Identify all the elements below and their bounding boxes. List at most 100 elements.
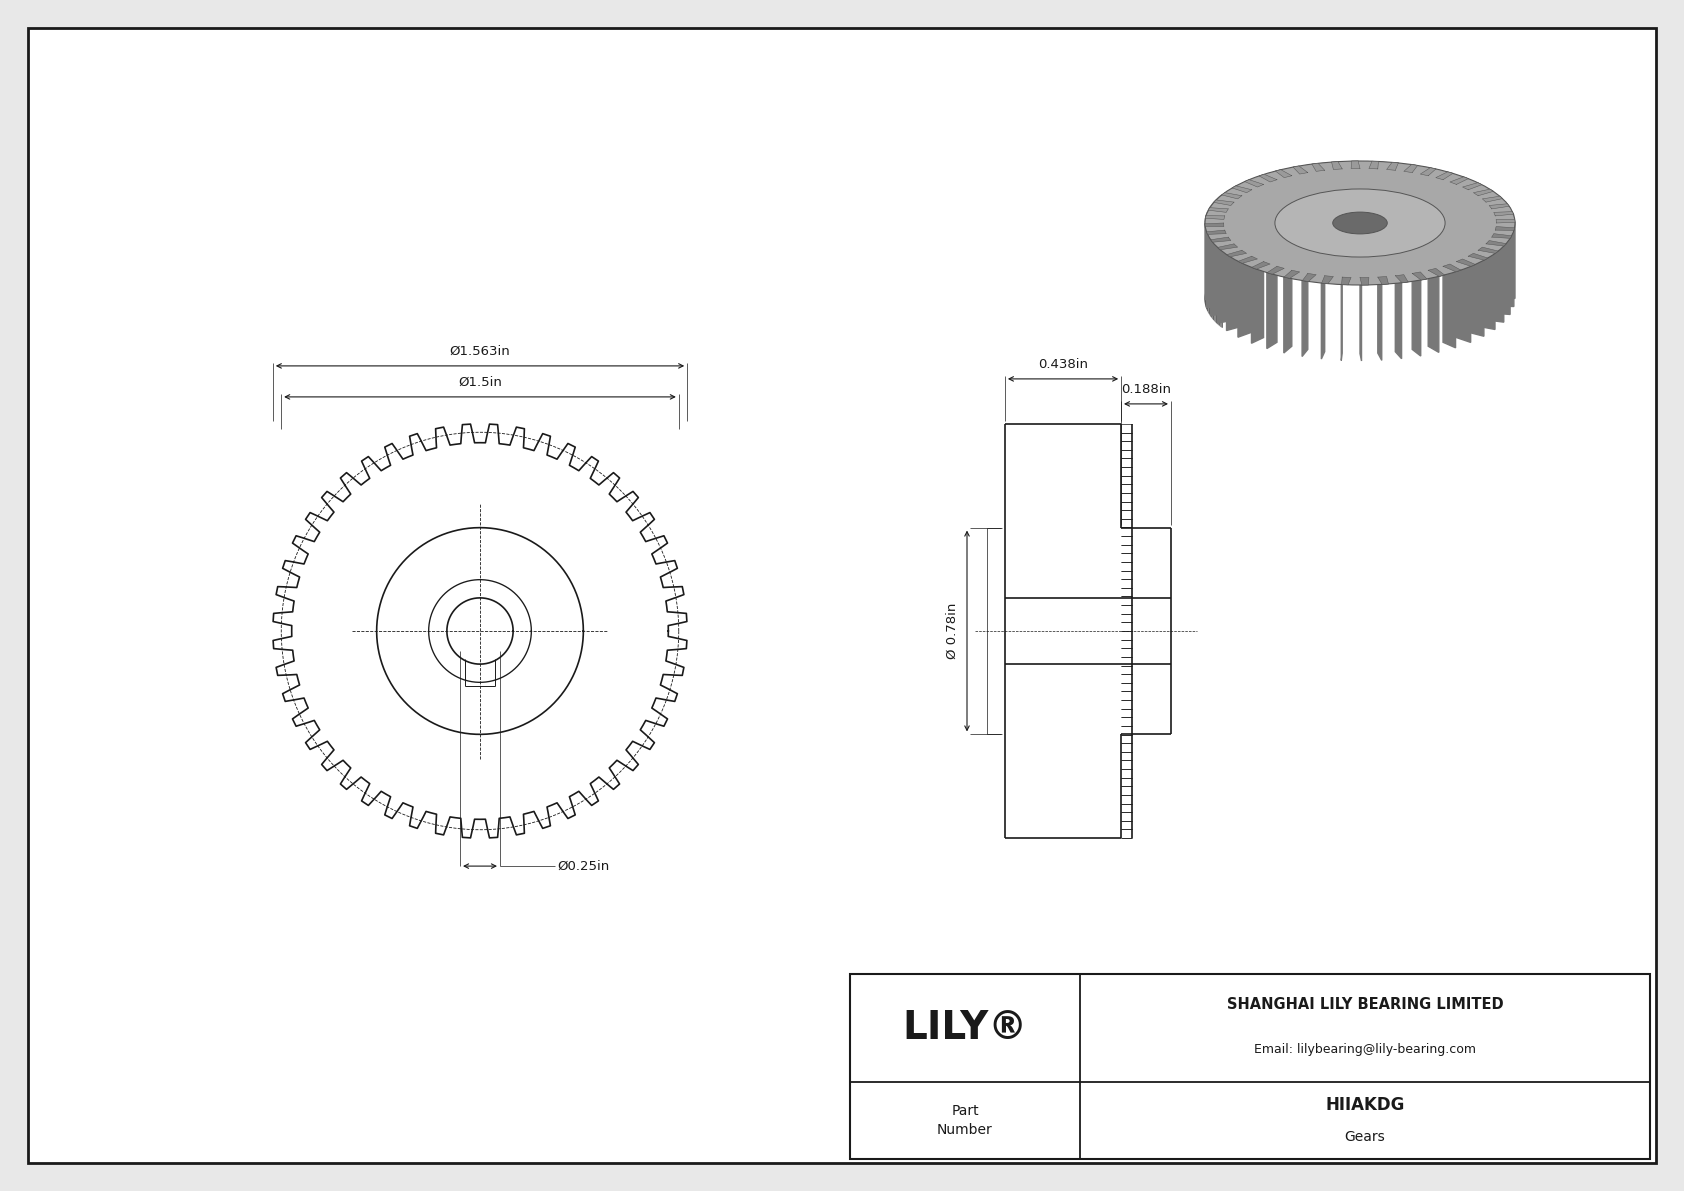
Polygon shape [1244,180,1263,187]
Polygon shape [1332,162,1342,169]
Polygon shape [1283,270,1300,279]
Polygon shape [1443,264,1462,272]
Polygon shape [1266,267,1276,349]
Polygon shape [1238,256,1258,263]
Polygon shape [1474,189,1494,195]
Polygon shape [1322,275,1325,358]
Polygon shape [1206,223,1224,226]
Polygon shape [1206,216,1224,219]
Polygon shape [1206,230,1224,307]
Polygon shape [1206,223,1224,300]
Polygon shape [1482,197,1502,202]
Polygon shape [1238,256,1258,263]
Polygon shape [1443,264,1460,272]
Polygon shape [1369,161,1379,169]
Polygon shape [1495,230,1514,306]
Polygon shape [1457,258,1475,267]
Polygon shape [1226,250,1246,257]
Polygon shape [1495,226,1514,230]
Polygon shape [1404,164,1418,173]
Polygon shape [1413,274,1421,356]
Polygon shape [1457,262,1470,342]
Polygon shape [1479,247,1499,254]
Polygon shape [1218,244,1234,323]
Polygon shape [1361,278,1369,285]
Polygon shape [1223,193,1241,199]
Polygon shape [1485,241,1505,247]
Polygon shape [1322,275,1334,283]
Text: HIIAKDG: HIIAKDG [1325,1096,1404,1114]
Polygon shape [1420,168,1436,176]
Polygon shape [1485,241,1505,247]
Text: SHANGHAI LILY BEARING LIMITED: SHANGHAI LILY BEARING LIMITED [1226,997,1504,1011]
Polygon shape [1378,276,1388,285]
Polygon shape [1386,162,1398,170]
Polygon shape [1260,174,1276,182]
Text: 0.188in: 0.188in [1122,382,1170,395]
Polygon shape [1457,258,1475,267]
Polygon shape [1378,276,1389,285]
Text: Gears: Gears [1344,1130,1386,1145]
Polygon shape [1293,166,1308,174]
Polygon shape [1251,262,1263,343]
Polygon shape [1251,262,1270,269]
Polygon shape [1494,212,1514,216]
Polygon shape [1492,233,1512,238]
Polygon shape [1266,267,1285,274]
Polygon shape [1283,270,1292,353]
Polygon shape [1462,182,1482,189]
Polygon shape [1378,278,1383,361]
Polygon shape [1413,272,1426,280]
Polygon shape [1233,186,1251,193]
Polygon shape [1404,164,1418,173]
Polygon shape [1206,223,1224,226]
Polygon shape [1474,189,1494,195]
Polygon shape [1238,256,1251,337]
Polygon shape [1214,200,1234,206]
Text: Ø1.5in: Ø1.5in [458,376,502,389]
Polygon shape [1479,247,1499,254]
Polygon shape [1302,274,1317,281]
Polygon shape [1428,270,1438,353]
Polygon shape [1479,250,1495,330]
Polygon shape [1492,233,1512,238]
Polygon shape [1468,254,1489,261]
Polygon shape [1275,169,1292,177]
Polygon shape [1450,176,1468,185]
Polygon shape [1209,207,1228,212]
Polygon shape [1218,244,1238,250]
Polygon shape [1351,161,1361,169]
Polygon shape [1206,195,1223,328]
Polygon shape [1396,275,1408,282]
Text: Ø 0.78in: Ø 0.78in [946,603,958,659]
Polygon shape [1428,268,1445,276]
Text: LILY®: LILY® [903,1009,1027,1047]
Polygon shape [1302,274,1317,281]
Polygon shape [1436,172,1453,180]
Polygon shape [1495,219,1516,223]
Polygon shape [1260,174,1276,182]
Polygon shape [1468,256,1484,336]
Text: Email: lilybearing@lily-bearing.com: Email: lilybearing@lily-bearing.com [1255,1043,1475,1056]
Polygon shape [1428,268,1445,276]
Text: Part
Number: Part Number [936,1104,994,1137]
Polygon shape [1218,244,1238,250]
Polygon shape [1485,244,1504,322]
Polygon shape [1450,177,1468,185]
Polygon shape [1443,267,1455,348]
Text: 0.438in: 0.438in [1037,358,1088,370]
Polygon shape [1340,278,1351,285]
Polygon shape [1275,169,1292,177]
Polygon shape [1495,219,1516,223]
Polygon shape [1211,237,1231,242]
Polygon shape [1351,161,1361,169]
Polygon shape [1342,278,1351,285]
Polygon shape [1495,226,1514,231]
Polygon shape [1209,207,1228,212]
Polygon shape [1386,162,1399,170]
Polygon shape [1489,204,1509,208]
Polygon shape [1233,186,1251,193]
FancyBboxPatch shape [29,29,1655,1162]
FancyBboxPatch shape [850,974,1650,1159]
Polygon shape [1211,237,1231,242]
